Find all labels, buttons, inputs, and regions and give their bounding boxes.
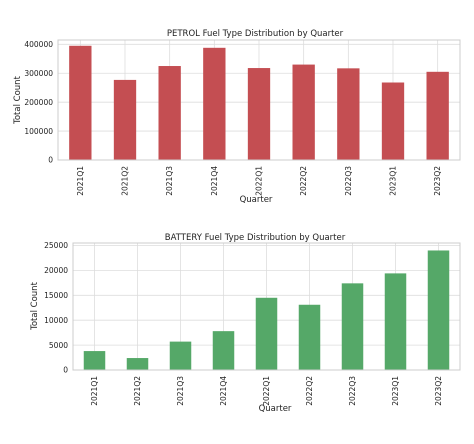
battery-y-tick-label: 25000 (44, 241, 68, 250)
petrol-x-tick-label: 2021Q2 (121, 166, 130, 196)
battery-y-tick-label: 0 (63, 366, 68, 375)
petrol-bar-2021Q1 (69, 45, 92, 161)
battery-x-tick-label: 2021Q1 (90, 376, 99, 406)
battery-y-axis-label: Total Count (30, 281, 40, 330)
battery-bars (83, 250, 450, 370)
battery-x-ticks: 2021Q1 2021Q2 2021Q3 2021Q4 2022Q1 2022Q2 2022… (90, 376, 443, 406)
petrol-bar-2021Q4 (203, 47, 226, 160)
battery-bar-2023Q2 (427, 250, 450, 370)
petrol-bar-2023Q2 (426, 71, 449, 160)
petrol-x-axis-label: Quarter (240, 195, 273, 205)
petrol-y-tick-label: 300000 (24, 69, 53, 78)
petrol-bar-2021Q2 (113, 79, 137, 160)
battery-x-axis-label: Quarter (259, 404, 292, 414)
petrol-y-tick-label: 100000 (24, 127, 53, 136)
battery-x-tick-label: 2023Q2 (434, 376, 443, 406)
battery-x-tick-label: 2022Q3 (348, 376, 357, 406)
petrol-bar-2021Q3 (158, 66, 181, 160)
petrol-bars (69, 45, 449, 161)
petrol-y-tick-label: 0 (48, 156, 53, 165)
petrol-bar-2022Q2 (292, 64, 315, 160)
petrol-chart: PETROL Fuel Type Distribution by Quarter… (13, 29, 461, 205)
battery-bar-2021Q4 (212, 331, 235, 370)
battery-x-tick-label: 2022Q1 (262, 376, 271, 406)
petrol-x-tick-label: 2021Q3 (165, 166, 174, 196)
battery-bar-2023Q1 (384, 273, 407, 370)
battery-y-tick-label: 15000 (44, 291, 68, 300)
battery-bar-2021Q2 (126, 358, 149, 370)
petrol-bar-2022Q3 (337, 68, 360, 160)
petrol-y-axis-label: Total Count (13, 75, 23, 124)
battery-y-tick-label: 5000 (49, 341, 68, 350)
petrol-x-ticks: 2021Q1 2021Q2 2021Q3 2021Q4 2022Q1 2022Q2 2022… (76, 166, 442, 196)
battery-y-ticks: 0 5000 10000 15000 20000 25000 (44, 241, 68, 375)
petrol-x-tick-label: 2022Q1 (255, 166, 264, 196)
battery-chart: BATTERY Fuel Type Distribution by Quarte… (30, 233, 461, 414)
petrol-chart-title: PETROL Fuel Type Distribution by Quarter (167, 29, 344, 39)
battery-x-tick-label: 2021Q4 (219, 376, 228, 406)
battery-bar-2021Q1 (83, 351, 106, 370)
battery-plot-frame (72, 242, 461, 371)
petrol-x-tick-label: 2022Q3 (344, 166, 353, 196)
petrol-y-tick-label: 400000 (24, 40, 53, 49)
battery-y-tick-label: 10000 (44, 316, 68, 325)
petrol-x-tick-label: 2021Q4 (210, 166, 219, 196)
battery-y-tick-label: 20000 (44, 266, 68, 275)
battery-x-tick-label: 2021Q2 (133, 376, 142, 406)
battery-bar-2021Q3 (169, 341, 192, 370)
petrol-plot-frame (57, 39, 461, 161)
petrol-y-ticks: 0 100000 200000 300000 400000 (24, 40, 53, 165)
battery-bar-2022Q3 (341, 283, 364, 370)
petrol-y-tick-label: 200000 (24, 98, 53, 107)
petrol-bar-2022Q1 (247, 68, 271, 160)
battery-x-tick-label: 2022Q2 (305, 376, 314, 406)
battery-bar-2022Q2 (298, 304, 321, 370)
petrol-x-tick-label: 2023Q1 (389, 166, 398, 196)
battery-bar-2022Q1 (255, 297, 278, 370)
battery-x-tick-label: 2023Q1 (391, 376, 400, 406)
battery-x-tick-label: 2021Q3 (176, 376, 185, 406)
petrol-x-tick-label: 2023Q2 (433, 166, 442, 196)
petrol-x-tick-label: 2022Q2 (299, 166, 308, 196)
battery-chart-title: BATTERY Fuel Type Distribution by Quarte… (165, 233, 346, 243)
petrol-bar-2023Q1 (381, 82, 405, 160)
petrol-x-tick-label: 2021Q1 (76, 166, 85, 196)
